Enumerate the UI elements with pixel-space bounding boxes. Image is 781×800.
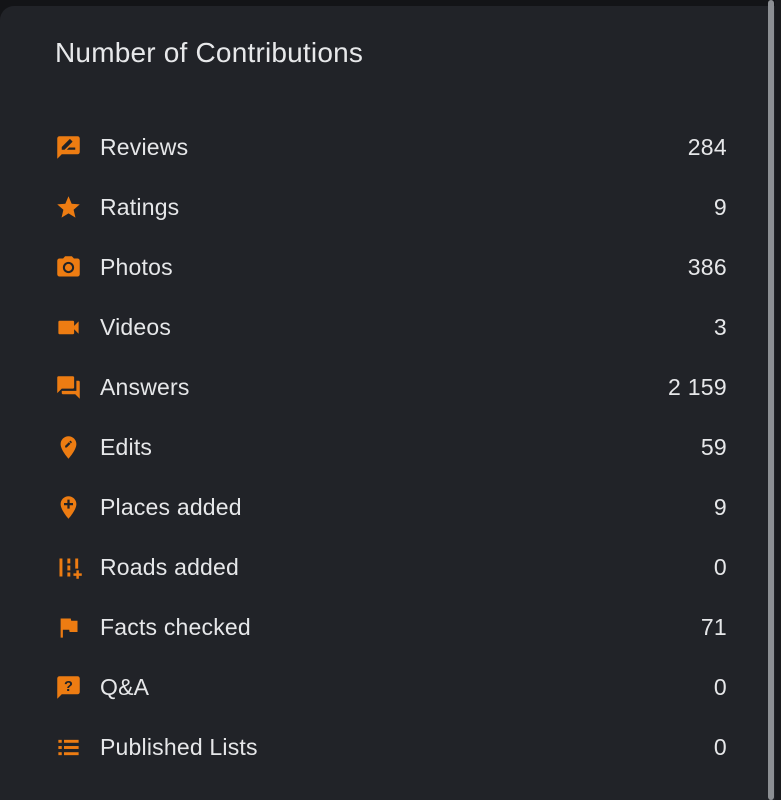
contribution-label: Photos bbox=[100, 253, 173, 280]
qa-bubble-icon: ? bbox=[55, 674, 82, 701]
camera-icon bbox=[55, 254, 82, 281]
contribution-row-photos: Photos 386 bbox=[55, 237, 727, 297]
contribution-count: 0 bbox=[713, 733, 727, 760]
page-title: Number of Contributions bbox=[55, 37, 364, 68]
contribution-label: Reviews bbox=[100, 133, 189, 160]
contribution-row-places-added: Places added 9 bbox=[55, 477, 727, 537]
contribution-row-roads-added: Roads added 0 bbox=[55, 537, 727, 597]
add-location-icon bbox=[55, 494, 82, 521]
contribution-row-qa: ? Q&A 0 bbox=[55, 657, 727, 717]
contribution-label: Roads added bbox=[100, 553, 240, 580]
flag-icon bbox=[55, 614, 82, 641]
contribution-count: 0 bbox=[713, 553, 727, 580]
published-lists-icon bbox=[55, 734, 82, 761]
contribution-label: Ratings bbox=[100, 193, 180, 220]
contribution-row-published-lists: Published Lists 0 bbox=[55, 717, 727, 777]
contribution-count: 71 bbox=[700, 613, 727, 640]
scrollbar-thumb[interactable] bbox=[768, 0, 774, 800]
contribution-count: 2 159 bbox=[667, 373, 727, 400]
contribution-count: 386 bbox=[687, 253, 727, 280]
svg-text:?: ? bbox=[64, 678, 73, 694]
contribution-count: 9 bbox=[713, 493, 727, 520]
contributions-list: Reviews 284 Ratings 9 Photos 386 Videos … bbox=[55, 117, 727, 777]
videocam-icon bbox=[55, 314, 82, 341]
contribution-count: 0 bbox=[713, 673, 727, 700]
contribution-count: 59 bbox=[700, 433, 727, 460]
contribution-label: Facts checked bbox=[100, 613, 251, 640]
star-icon bbox=[55, 194, 82, 221]
contribution-label: Published Lists bbox=[100, 733, 258, 760]
contribution-label: Answers bbox=[100, 373, 190, 400]
edit-location-icon bbox=[55, 434, 82, 461]
contribution-row-facts-checked: Facts checked 71 bbox=[55, 597, 727, 657]
scrollbar-track bbox=[775, 0, 781, 800]
contribution-label: Q&A bbox=[100, 673, 150, 700]
contribution-count: 9 bbox=[713, 193, 727, 220]
contribution-count: 3 bbox=[713, 313, 727, 340]
question-answer-icon bbox=[55, 374, 82, 401]
contribution-label: Edits bbox=[100, 433, 153, 460]
contribution-row-videos: Videos 3 bbox=[55, 297, 727, 357]
contribution-count: 284 bbox=[687, 133, 727, 160]
contribution-row-edits: Edits 59 bbox=[55, 417, 727, 477]
contribution-row-answers: Answers 2 159 bbox=[55, 357, 727, 417]
contribution-label: Videos bbox=[100, 313, 172, 340]
contributions-panel: Number of Contributions Reviews 284 Rati… bbox=[0, 6, 775, 800]
contribution-row-reviews: Reviews 284 bbox=[55, 117, 727, 177]
rate-review-icon bbox=[55, 134, 82, 161]
contribution-row-ratings: Ratings 9 bbox=[55, 177, 727, 237]
contribution-label: Places added bbox=[100, 493, 242, 520]
add-road-icon bbox=[55, 554, 82, 581]
